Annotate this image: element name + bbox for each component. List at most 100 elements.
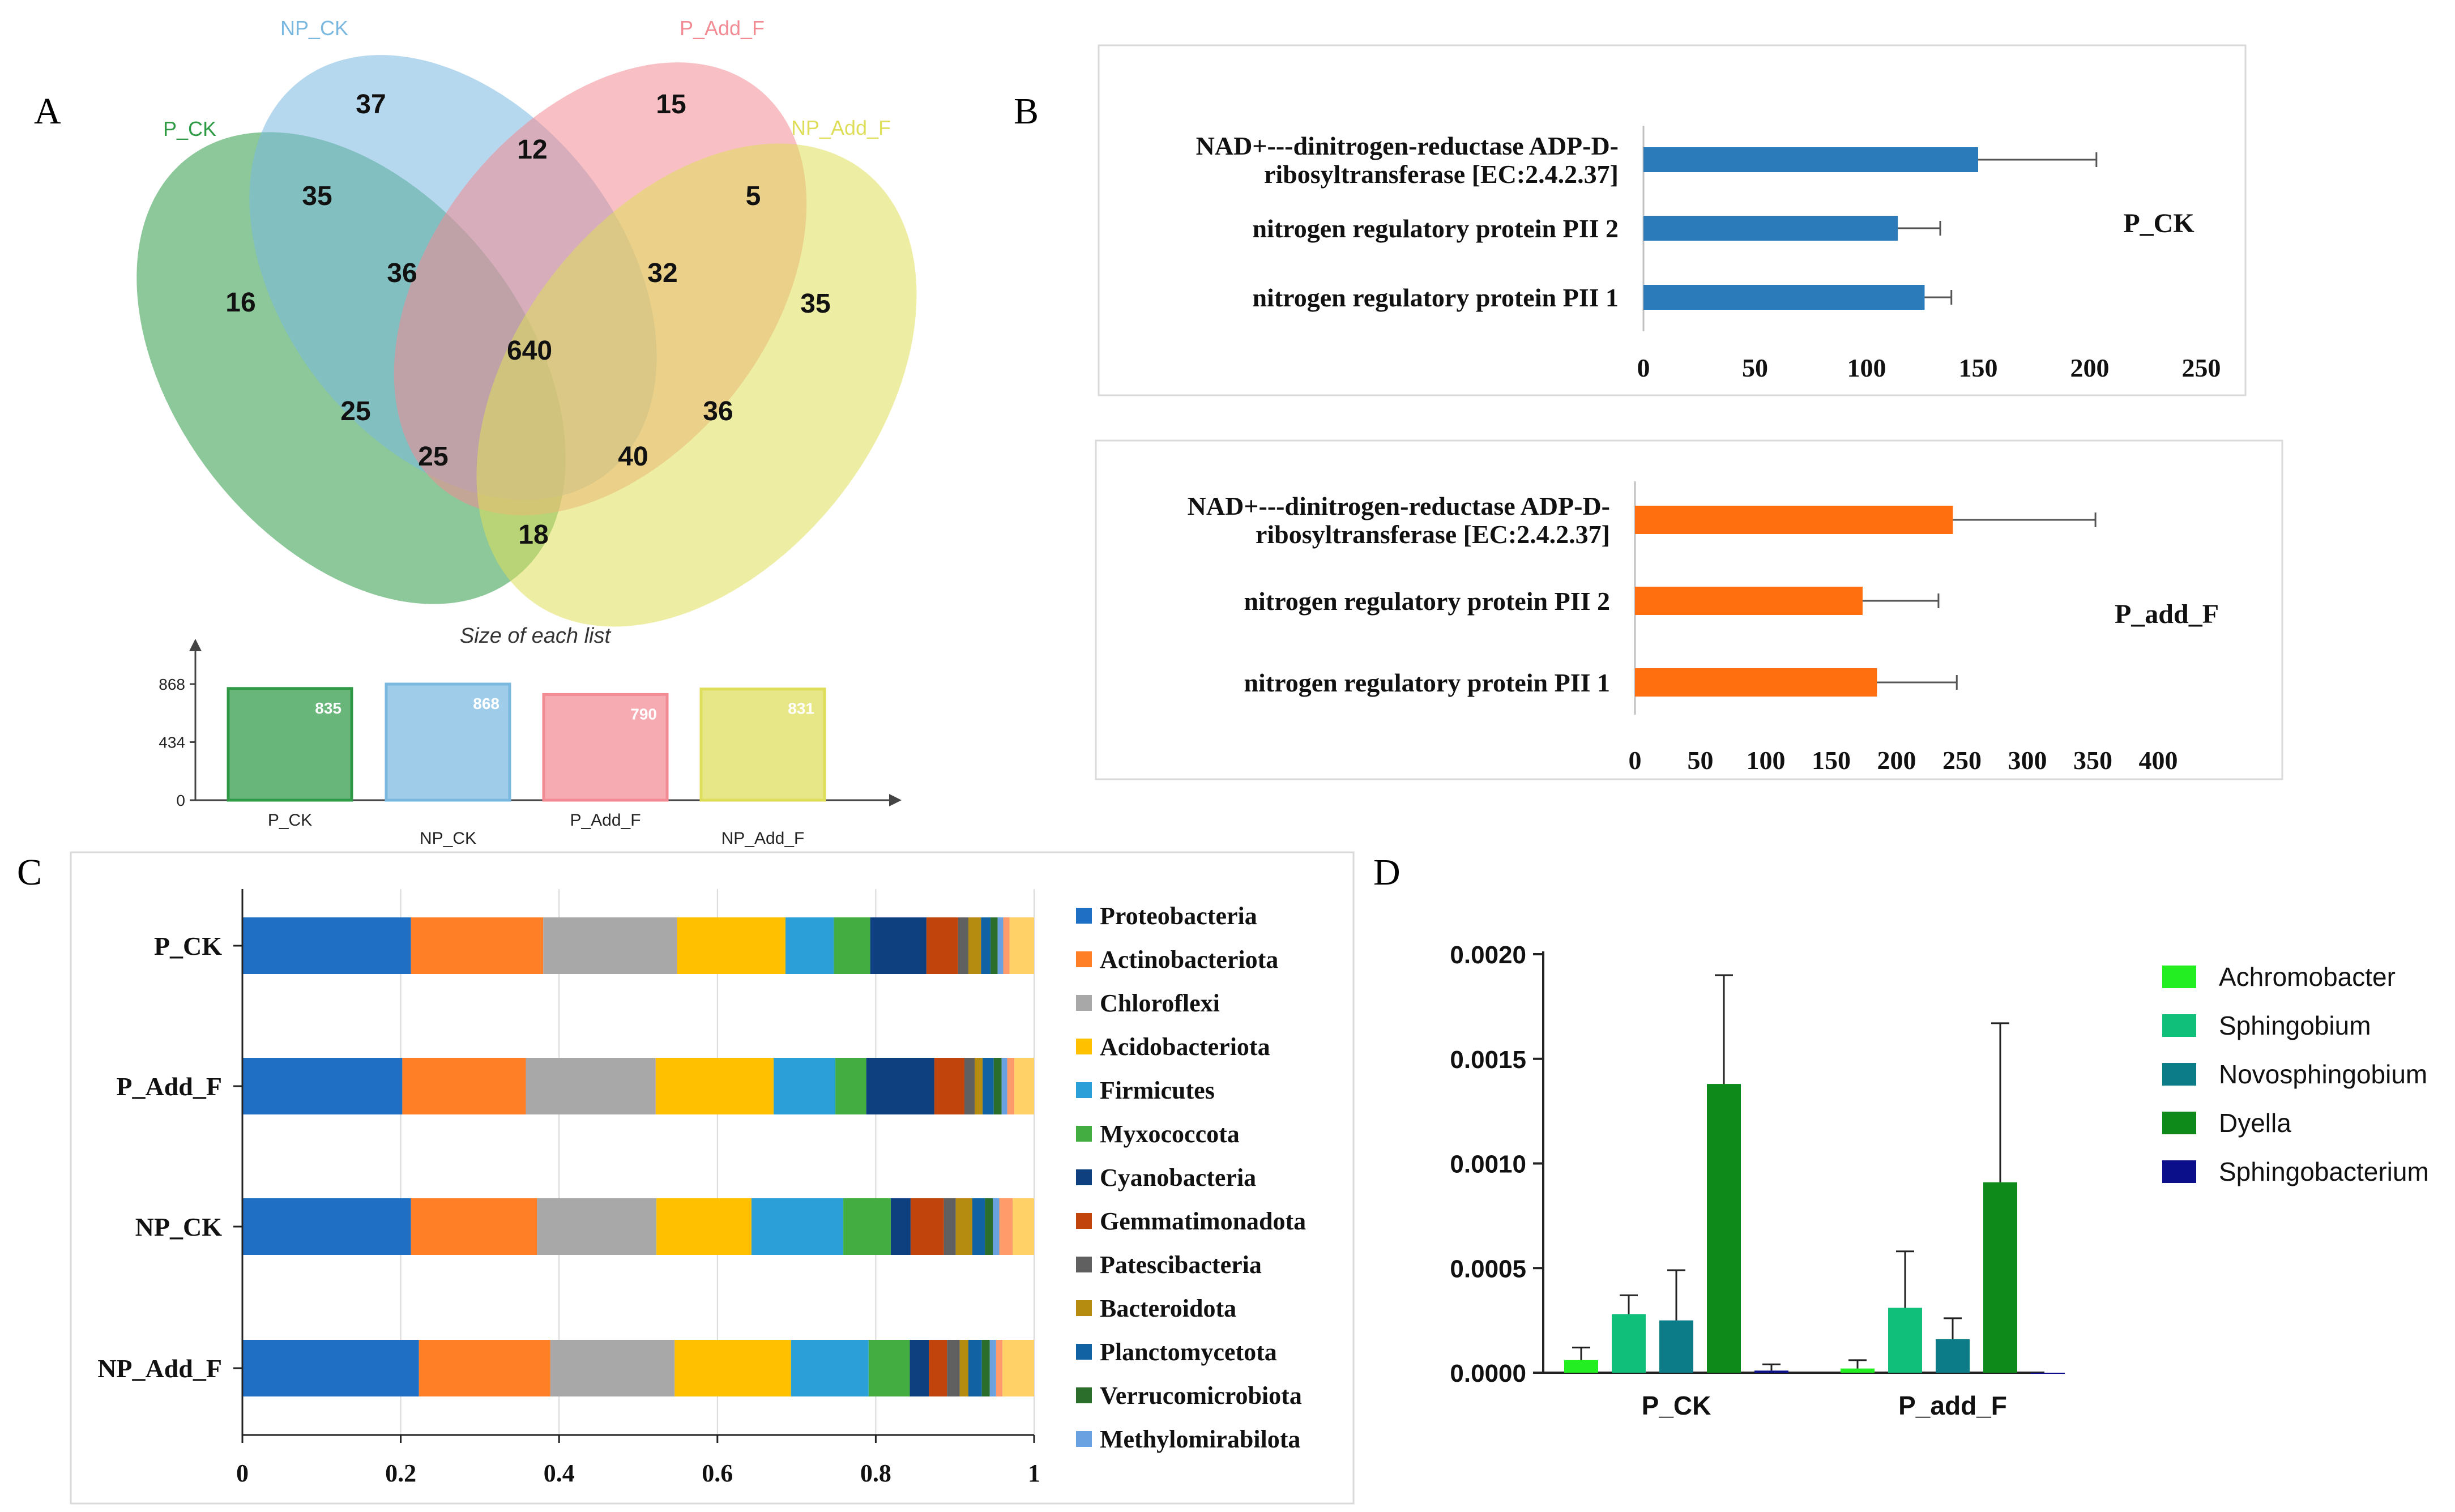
segment-firmicutes [791, 1340, 869, 1396]
segment-myxococcota [835, 1058, 866, 1114]
panel-b-top: NAD+---dinitrogen-reductase ADP-D-ribosy… [1098, 44, 2247, 396]
x-tick-label: 0.8 [860, 1459, 891, 1487]
legend-swatch-novosphingobium [2162, 1063, 2196, 1086]
y-axis-arrow [189, 639, 202, 651]
y-tick-label: 0 [176, 792, 185, 809]
x-tick-label: 1 [1028, 1459, 1040, 1487]
legend-label-achromobacter: Achromobacter [2219, 962, 2396, 992]
y-tick-label: 0.0010 [1450, 1151, 1526, 1178]
panel-b-bottom: NAD+---dinitrogen-reductase ADP-D-ribosy… [1095, 439, 2283, 780]
x-tick-label: 50 [1688, 746, 1714, 775]
legend-label-planctomycetota: Planctomycetota [1100, 1338, 1277, 1366]
legend-label-patescibacteria: Patescibacteria [1100, 1251, 1262, 1279]
list-size-category-label: NP_CK [420, 829, 476, 848]
legend-label-chloroflexi: Chloroflexi [1100, 989, 1220, 1017]
legend-swatch-gemmatimonadota [1076, 1213, 1092, 1229]
legend-label-proteobacteria: Proteobacteria [1100, 902, 1257, 930]
segment-planctomycetota [983, 1058, 994, 1114]
segment-actinobacteriota [419, 1340, 550, 1396]
segment-methylomirabilota [997, 917, 1004, 974]
bar-nitrogen-regulatory-protein-pii-1 [1643, 285, 1925, 310]
segment-others-2 [1009, 917, 1034, 974]
category-label: ribosyltransferase [EC:2.4.2.37] [1264, 160, 1619, 189]
venn-region-value: 32 [647, 258, 677, 288]
legend-swatch-methylomirabilota [1076, 1431, 1092, 1447]
category-label: P_add_F [1898, 1391, 2007, 1420]
list-size-value-label: 831 [788, 700, 814, 717]
segment-firmicutes [785, 917, 834, 974]
venn-region-value: 35 [302, 181, 332, 211]
venn-region-value: 40 [618, 442, 648, 472]
segment-proteobacteria [242, 1058, 403, 1114]
x-tick-label: 300 [2008, 746, 2047, 775]
segment-others-2 [1002, 1340, 1034, 1396]
category-label: NAD+---dinitrogen-reductase ADP-D- [1188, 492, 1610, 520]
x-tick-label: 250 [1942, 746, 1982, 775]
x-axis-arrow [889, 794, 902, 806]
bar-novosphingobium [1659, 1320, 1693, 1373]
bar-nad-dinitrogen-reductase-adp-d-ribosyltr [1635, 506, 1953, 534]
panel-label-d: D [1373, 852, 1401, 893]
x-tick-label: 50 [1742, 353, 1768, 382]
bar-nad-dinitrogen-reductase-adp-d-ribosyltr [1643, 147, 1978, 172]
bar-novosphingobium [1936, 1339, 1970, 1373]
y-tick-label: 0.0000 [1450, 1360, 1526, 1387]
segment-verrucomicrobiota [985, 1198, 993, 1255]
segment-gemmatimonadota [910, 1198, 944, 1255]
venn-region-value: 35 [800, 289, 830, 319]
bar-dyella [1707, 1084, 1741, 1373]
segment-myxococcota [843, 1198, 891, 1255]
segment-gemmatimonadota [934, 1058, 964, 1114]
x-tick-label: 0 [236, 1459, 249, 1487]
segment-cyanobacteria [866, 1058, 934, 1114]
x-tick-label: 0.2 [385, 1459, 416, 1487]
venn-region-value: 640 [507, 336, 552, 366]
x-tick-label: 200 [1877, 746, 1916, 775]
legend-swatch-dyella [2162, 1112, 2196, 1134]
segment-methylomirabilota [989, 1340, 996, 1396]
bar-nitrogen-regulatory-protein-pii-1 [1635, 668, 1877, 697]
legend-label-cyanobacteria: Cyanobacteria [1100, 1164, 1256, 1191]
legend-swatch-achromobacter [2162, 966, 2196, 988]
bar-nitrogen-regulatory-protein-pii-2 [1635, 587, 1863, 615]
x-tick-label: 350 [2073, 746, 2112, 775]
legend-label-verrucomicrobiota: Verrucomicrobiota [1100, 1382, 1302, 1410]
venn-region-value: 16 [225, 288, 255, 318]
segment-planctomycetota [968, 1340, 982, 1396]
segment-chloroflexi [537, 1198, 657, 1255]
category-label: NP_Add_F [97, 1354, 222, 1383]
legend-label-acidobacteriota: Acidobacteriota [1100, 1033, 1270, 1061]
segment-actinobacteriota [411, 1198, 537, 1255]
legend-swatch-myxococcota [1076, 1126, 1092, 1142]
segment-actinobacteriota [402, 1058, 526, 1114]
y-tick-label: 0.0020 [1450, 941, 1526, 969]
segment-firmicutes [751, 1198, 844, 1255]
legend-swatch-chloroflexi [1076, 995, 1092, 1011]
segment-chloroflexi [543, 917, 677, 974]
segment-patescibacteria [964, 1058, 975, 1114]
segment-planctomycetota [972, 1198, 985, 1255]
segment-patescibacteria [943, 1198, 956, 1255]
list-size-category-label: P_Add_F [570, 811, 641, 830]
legend-swatch-patescibacteria [1076, 1257, 1092, 1272]
segment-verrucomicrobiota [993, 1058, 1002, 1114]
legend-swatch-bacteroidota [1076, 1300, 1092, 1316]
legend-label-methylomirabilota: Methylomirabilota [1100, 1425, 1300, 1453]
panel-d: 0.0000 0.0005 0.0010 0.0015 0.0020 P_CK P_add_… [1450, 941, 2428, 1420]
bar-sphingobium [1888, 1308, 1922, 1373]
list-size-value-label: 835 [315, 699, 341, 717]
venn-set-label-np-ck: NP_CK [280, 16, 348, 40]
venn-region-value: 36 [703, 396, 733, 426]
segment-bacteroidota [955, 1198, 972, 1255]
bar-dyella [1983, 1182, 2017, 1373]
segment-bacteroidota [975, 1058, 983, 1114]
x-tick-label: 0 [1629, 746, 1642, 775]
category-label: P_CK [154, 932, 222, 960]
x-tick-label: 200 [2070, 353, 2110, 382]
segment-others-2 [1013, 1198, 1034, 1255]
x-tick-label: 150 [1812, 746, 1851, 775]
venn-region-value: 15 [656, 89, 686, 119]
list-size-bar-p-add-f [542, 693, 669, 802]
venn-set-label-np-add-f: NP_Add_F [791, 116, 891, 139]
